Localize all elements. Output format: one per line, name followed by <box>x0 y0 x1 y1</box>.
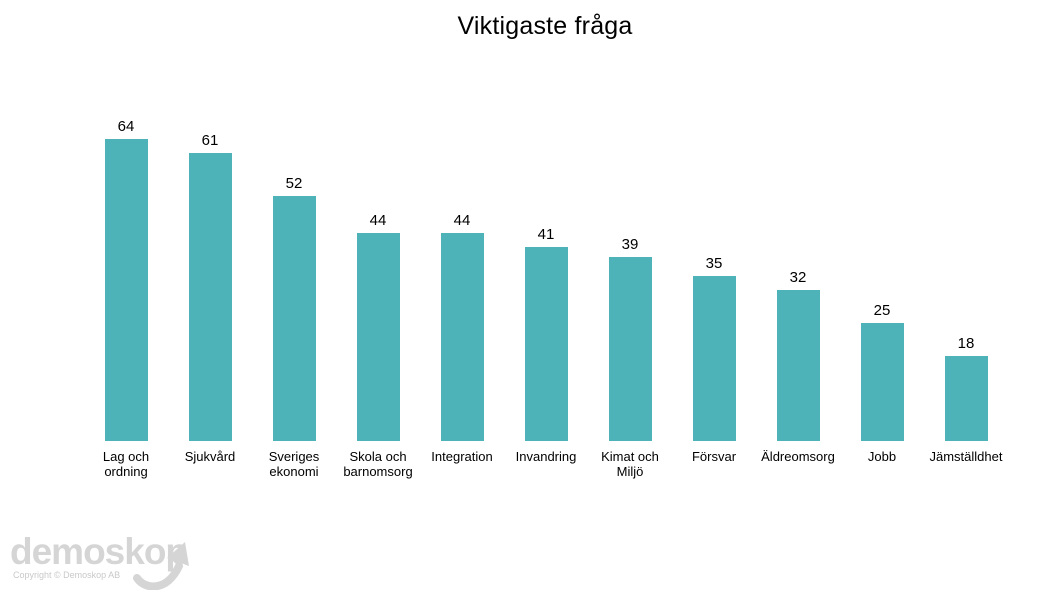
bar-column: 18 <box>924 0 1008 441</box>
bar <box>944 356 988 441</box>
category-label: Jobb <box>867 449 897 464</box>
category-label: Jämställdhet <box>929 449 1003 464</box>
bar-column: 64 <box>84 0 168 441</box>
bar <box>692 276 736 441</box>
category-axis: Lag och ordning Sjukvård Sveriges ekonomi S… <box>84 449 1008 479</box>
bar-column: 25 <box>840 0 924 441</box>
bar-value-label: 32 <box>789 269 807 286</box>
bar <box>776 290 820 441</box>
bar-column: 41 <box>504 0 588 441</box>
bar-chart: 64 61 52 44 44 41 39 35 32 25 18 <box>84 0 1008 441</box>
bar-value-label: 25 <box>873 302 891 319</box>
bar-column: 35 <box>672 0 756 441</box>
bar <box>440 233 484 441</box>
bar <box>272 196 316 441</box>
bar-value-label: 61 <box>201 132 219 149</box>
bar-column: 39 <box>588 0 672 441</box>
bar-value-label: 41 <box>537 226 555 243</box>
category-label: Invandring <box>515 449 577 464</box>
bar-value-label: 44 <box>369 212 387 229</box>
bar-value-label: 64 <box>117 118 135 135</box>
bar <box>860 323 904 441</box>
chart-title: Viktigaste fråga <box>457 12 633 40</box>
bar-column: 61 <box>168 0 252 441</box>
category-label: Äldreomsorg <box>761 449 835 464</box>
bar <box>188 153 232 441</box>
category-label: Integration <box>431 449 493 464</box>
bar-column: 32 <box>756 0 840 441</box>
bar-column: 52 <box>252 0 336 441</box>
category-label: Lag och ordning <box>102 449 150 479</box>
copyright-text: Copyright © Demoskop AB <box>13 570 121 580</box>
bar <box>104 139 148 441</box>
bar <box>524 247 568 441</box>
category-label: Försvar <box>691 449 737 464</box>
bar-value-label: 18 <box>957 335 975 352</box>
bar <box>608 257 652 441</box>
bar-value-label: 39 <box>621 236 639 253</box>
demoskop-arrow-icon <box>133 542 189 590</box>
category-label: Kimat och Miljö <box>601 449 659 479</box>
bar-value-label: 52 <box>285 175 303 192</box>
bar-value-label: 35 <box>705 255 723 272</box>
bar-column: 44 <box>336 0 420 441</box>
category-label: Sveriges ekonomi <box>268 449 320 479</box>
category-label: Skola och barnomsorg <box>343 449 413 479</box>
bar-column: 44 <box>420 0 504 441</box>
demoskop-logo: demoskop <box>10 531 188 572</box>
bar-value-label: 44 <box>453 212 471 229</box>
bar <box>356 233 400 441</box>
category-label: Sjukvård <box>184 449 236 464</box>
